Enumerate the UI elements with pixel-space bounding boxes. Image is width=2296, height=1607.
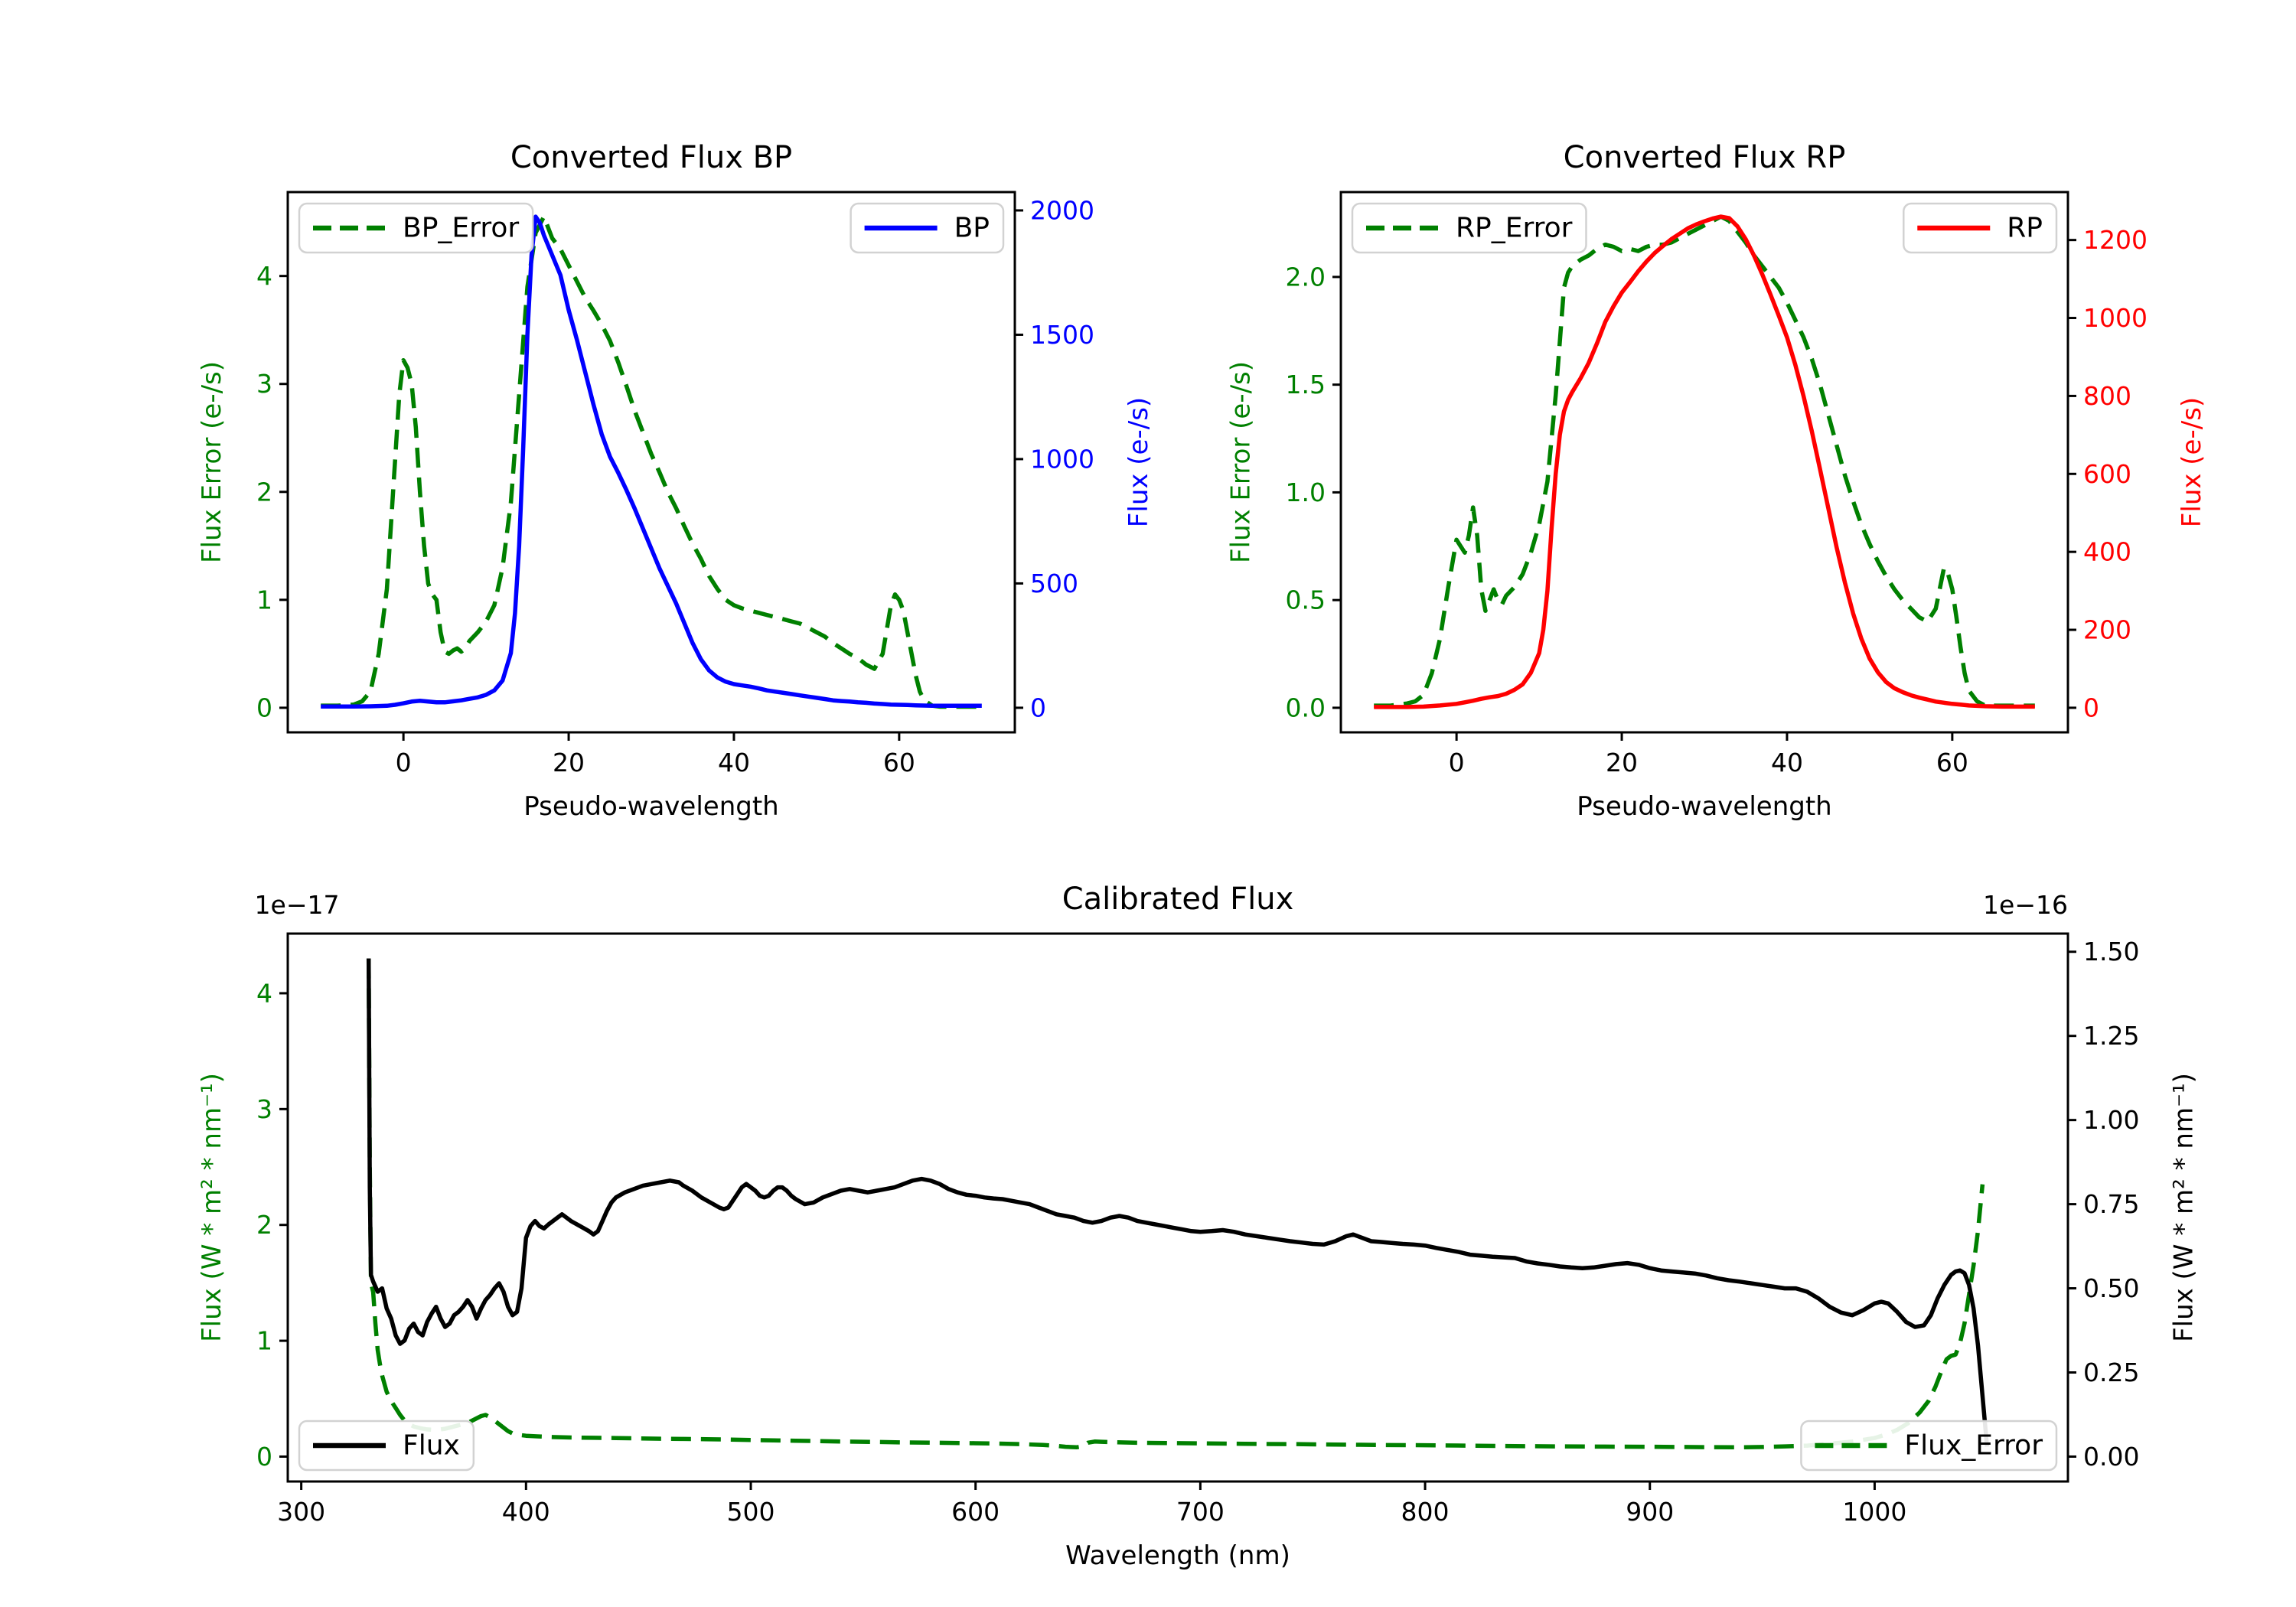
x-axis-label: Wavelength (nm) <box>1065 1540 1290 1571</box>
left-y-tick-label: 1.5 <box>1286 370 1326 399</box>
series-rp_error-line <box>1374 214 2035 708</box>
right-y-tick-label: 200 <box>2083 615 2131 645</box>
chart-title: Converted Flux RP <box>1564 140 1846 175</box>
right-y-tick-label: 1.00 <box>2083 1105 2139 1135</box>
legend-bp_error: BP_Error <box>298 202 534 254</box>
left-y-tick-label: 3 <box>256 1094 272 1124</box>
x-tick-label: 700 <box>1176 1497 1225 1527</box>
chart-calibrated-flux: 300 400 500 600 700 800 900 1000 0 1 2 3 4 Flux (W * … <box>197 882 2199 1571</box>
x-axis-label: Pseudo-wavelength <box>523 791 778 822</box>
right-y-tick-label: 0.25 <box>2083 1358 2139 1387</box>
legend-box <box>1351 202 1587 254</box>
right-y-tick-label: 1000 <box>1030 444 1094 474</box>
x-axis-label: Pseudo-wavelength <box>1577 791 1831 822</box>
left-y-tick-label: 2 <box>256 1210 272 1240</box>
x-tick-label: 300 <box>277 1497 325 1527</box>
axes-frame <box>1339 191 2069 734</box>
x-tick-label: 60 <box>883 748 915 777</box>
right-y-tick-label: 400 <box>2083 537 2131 567</box>
right-y-tick-label: 2000 <box>1030 195 1094 225</box>
left-y-tick-label: 0 <box>256 693 272 722</box>
left-y-tick-label: 3 <box>256 369 272 399</box>
left-axis-label: Flux Error (e-/s) <box>197 361 227 563</box>
legend-label: BP <box>954 213 990 244</box>
series-rp-line <box>1374 214 2035 709</box>
x-tick-label: 0 <box>1449 748 1465 777</box>
x-tick-label: 20 <box>1606 748 1638 777</box>
x-tick-label: 1000 <box>1842 1497 1906 1527</box>
left-axis-label: Flux (W * m² * nm⁻¹) <box>197 1073 227 1342</box>
x-tick-label: 40 <box>1771 748 1803 777</box>
legend-bp: BP <box>850 202 1005 254</box>
legend-flux: Flux <box>298 1420 475 1472</box>
axes-frame <box>286 191 1016 734</box>
left-offset-text: 1e−17 <box>255 890 340 920</box>
left-y-tick-label: 1 <box>256 585 272 614</box>
right-y-tick-label: 1.50 <box>2083 937 2139 966</box>
legend-label: BP_Error <box>403 213 519 244</box>
right-y-tick-label: 0.75 <box>2083 1189 2139 1219</box>
legend-box <box>1800 1420 2058 1472</box>
right-y-tick-label: 0.50 <box>2083 1273 2139 1303</box>
right-axis-label: Flux (e-/s) <box>2177 397 2207 527</box>
series-bp-line <box>321 214 982 709</box>
x-tick-label: 400 <box>502 1497 550 1527</box>
axes-frame <box>286 932 2069 1483</box>
right-y-tick-label: 1.25 <box>2083 1021 2139 1051</box>
left-y-tick-label: 1 <box>256 1326 272 1356</box>
chart-svg-2: 300 400 500 600 700 800 900 1000 0 1 2 3 4 Flux (W * … <box>197 882 2199 1571</box>
x-tick-label: 40 <box>718 748 750 777</box>
chart-title: Calibrated Flux <box>1062 882 1294 917</box>
left-y-tick-label: 2.0 <box>1286 262 1326 292</box>
x-tick-label: 600 <box>951 1497 1000 1527</box>
left-y-tick-label: 0.5 <box>1286 585 1326 615</box>
right-y-tick-label: 1000 <box>2083 303 2148 333</box>
series-bp_error-line <box>321 214 982 709</box>
x-tick-label: 0 <box>396 748 412 777</box>
right-y-tick-label: 600 <box>2083 459 2131 489</box>
right-y-tick-label: 1500 <box>1030 320 1094 350</box>
legend-label: RP_Error <box>1456 213 1573 244</box>
x-tick-label: 500 <box>726 1497 775 1527</box>
legend-box <box>298 202 534 254</box>
left-y-tick-label: 4 <box>256 978 272 1008</box>
legend-label: Flux <box>403 1430 460 1462</box>
legend-label: Flux_Error <box>1904 1430 2043 1462</box>
legend-label: RP <box>2007 213 2043 244</box>
x-tick-label: 900 <box>1626 1497 1674 1527</box>
left-axis-label: Flux Error (e-/s) <box>1226 361 1257 563</box>
left-y-tick-label: 1.0 <box>1286 478 1326 507</box>
right-y-tick-label: 1200 <box>2083 225 2148 255</box>
left-y-tick-label: 2 <box>256 477 272 507</box>
left-y-tick-label: 0.0 <box>1286 693 1326 722</box>
right-y-tick-label: 0 <box>1030 693 1046 722</box>
right-axis-label: Flux (e-/s) <box>1124 397 1154 527</box>
right-y-tick-label: 0.00 <box>2083 1442 2139 1472</box>
right-offset-text: 1e−16 <box>1983 890 2068 920</box>
x-tick-label: 800 <box>1401 1497 1450 1527</box>
right-y-tick-label: 500 <box>1030 569 1078 598</box>
chart-converted-flux-rp: 0 20 40 60 0.0 0.5 1.0 1.5 2.0 Flux Error (e-/s) 0… <box>1226 140 2207 822</box>
legend-rp_error: RP_Error <box>1351 202 1587 254</box>
series-flux-line <box>366 958 1990 1447</box>
legend-rp: RP <box>1903 202 2058 254</box>
left-y-tick-label: 0 <box>256 1442 272 1472</box>
legend-box <box>298 1420 475 1472</box>
right-y-tick-label: 800 <box>2083 381 2131 411</box>
right-y-tick-label: 0 <box>2083 693 2099 722</box>
chart-svg-1: 0 20 40 60 0.0 0.5 1.0 1.5 2.0 Flux Error (e-/s) 0… <box>1226 140 2207 822</box>
left-y-tick-label: 4 <box>256 261 272 291</box>
x-tick-label: 20 <box>553 748 585 777</box>
chart-converted-flux-bp: 0 20 40 60 0 1 2 3 4 Flux Error (e-/s) 0 500 1000 150… <box>197 140 1154 822</box>
legend-flux_error: Flux_Error <box>1800 1420 2058 1472</box>
chart-svg-0: 0 20 40 60 0 1 2 3 4 Flux Error (e-/s) 0 500 1000 150… <box>197 140 1154 822</box>
right-axis-label: Flux (W * m² * nm⁻¹) <box>2168 1073 2199 1342</box>
chart-title: Converted Flux BP <box>510 140 792 175</box>
x-tick-label: 60 <box>1936 748 1968 777</box>
